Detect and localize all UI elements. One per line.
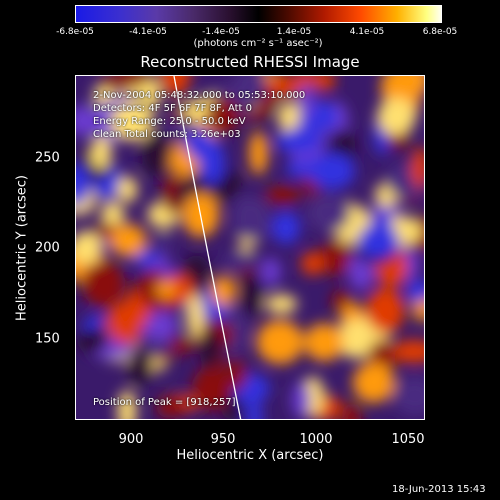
time-range-label: 2-Nov-2004 05:48:32.000 to 05:53:10.000 (93, 90, 306, 101)
image-blob (264, 185, 301, 205)
energy-range-label: Energy Range: 25.0 - 50.0 keV (93, 116, 246, 127)
image-blob (306, 193, 351, 233)
colorbar-tick: -1.4e-05 (202, 27, 240, 37)
image-blob (155, 281, 177, 299)
image-blob (186, 294, 204, 339)
image-blob (199, 328, 221, 370)
image-blob (232, 76, 267, 106)
image-blob (185, 127, 212, 160)
image-blob (300, 251, 325, 276)
image-blob (391, 339, 424, 364)
image-blob (298, 84, 315, 119)
image-blob (111, 103, 154, 141)
image-blob (156, 396, 187, 419)
image-blob (227, 358, 247, 391)
image-blob (127, 346, 153, 386)
image-blob (272, 211, 301, 245)
image-blob (306, 154, 354, 186)
image-blob (82, 260, 125, 308)
image-blob (98, 76, 141, 90)
colorbar (75, 5, 442, 23)
chart-title: Reconstructed RHESSI Image (140, 53, 360, 71)
image-blob (274, 129, 322, 153)
colorbar-unit: (photons cm⁻² s⁻¹ asec⁻²) (193, 38, 323, 49)
image-blob (133, 249, 159, 267)
heatmap-image (76, 76, 424, 419)
image-blob (311, 76, 336, 91)
image-blob (205, 97, 240, 134)
image-blob (76, 328, 109, 353)
colorbar-tick: -6.8e-05 (56, 27, 94, 37)
image-blob (365, 287, 405, 334)
image-blob (393, 375, 424, 416)
image-blob (406, 279, 424, 303)
image-blob (304, 323, 344, 362)
y-tick-label: 200 (35, 240, 60, 256)
image-blob (335, 320, 378, 359)
image-blob (141, 310, 179, 340)
image-blob (377, 97, 416, 136)
image-blob (277, 101, 302, 133)
image-blob (141, 131, 172, 177)
image-blob (268, 76, 304, 96)
x-tick-label: 1000 (299, 432, 333, 447)
image-blob (192, 366, 231, 411)
image-blob (137, 277, 158, 303)
clean-counts-label: Clean Total counts: 3.26e+03 (93, 129, 241, 140)
x-tick-label: 950 (210, 432, 236, 447)
solar-limb-line (173, 76, 242, 419)
image-blob (222, 251, 260, 271)
image-blob (117, 176, 138, 203)
image-blob (357, 223, 400, 259)
image-blob (352, 362, 395, 404)
image-blob (90, 136, 112, 169)
x-axis-label: Heliocentric X (arcsec) (176, 448, 324, 463)
date-stamp: 18-Jun-2013 15:43 (392, 484, 486, 495)
image-blob (153, 232, 172, 253)
image-blob (117, 390, 137, 419)
y-tick-label: 150 (35, 331, 60, 347)
image-blob (256, 319, 304, 365)
colorbar-tick: 6.8e-05 (422, 27, 458, 37)
image-blob (399, 76, 424, 96)
image-blob (231, 194, 263, 241)
image-blob (411, 146, 424, 188)
image-blob (291, 381, 311, 419)
y-tick-label: 250 (35, 150, 60, 166)
colorbar-tick: 1.4e-05 (276, 27, 312, 37)
image-blob (248, 131, 269, 176)
image-blob (111, 327, 139, 344)
image-blob (341, 402, 362, 419)
image-blob (260, 257, 281, 286)
x-tick-label: 900 (118, 432, 144, 447)
image-blob (76, 163, 90, 207)
detectors-label: Detectors: 4F 5F 6F 7F 8F, Att 0 (93, 103, 253, 114)
colorbar-tick: 4.1e-05 (349, 27, 385, 37)
image-blob (246, 401, 263, 419)
image-blob (319, 240, 353, 276)
image-blob (101, 201, 125, 230)
y-axis-label: Heliocentric Y (arcsec) (14, 175, 30, 321)
colorbar-tick: -4.1e-05 (129, 27, 167, 37)
image-blob (241, 271, 262, 317)
x-tick-label: 1050 (391, 432, 425, 447)
plot-area (75, 75, 425, 420)
image-blob (109, 224, 147, 257)
image-blob (76, 104, 95, 137)
image-blob (265, 294, 298, 314)
peak-position-label: Position of Peak = [918,257] (93, 397, 236, 408)
image-blob (211, 275, 236, 306)
image-blob (76, 230, 102, 265)
